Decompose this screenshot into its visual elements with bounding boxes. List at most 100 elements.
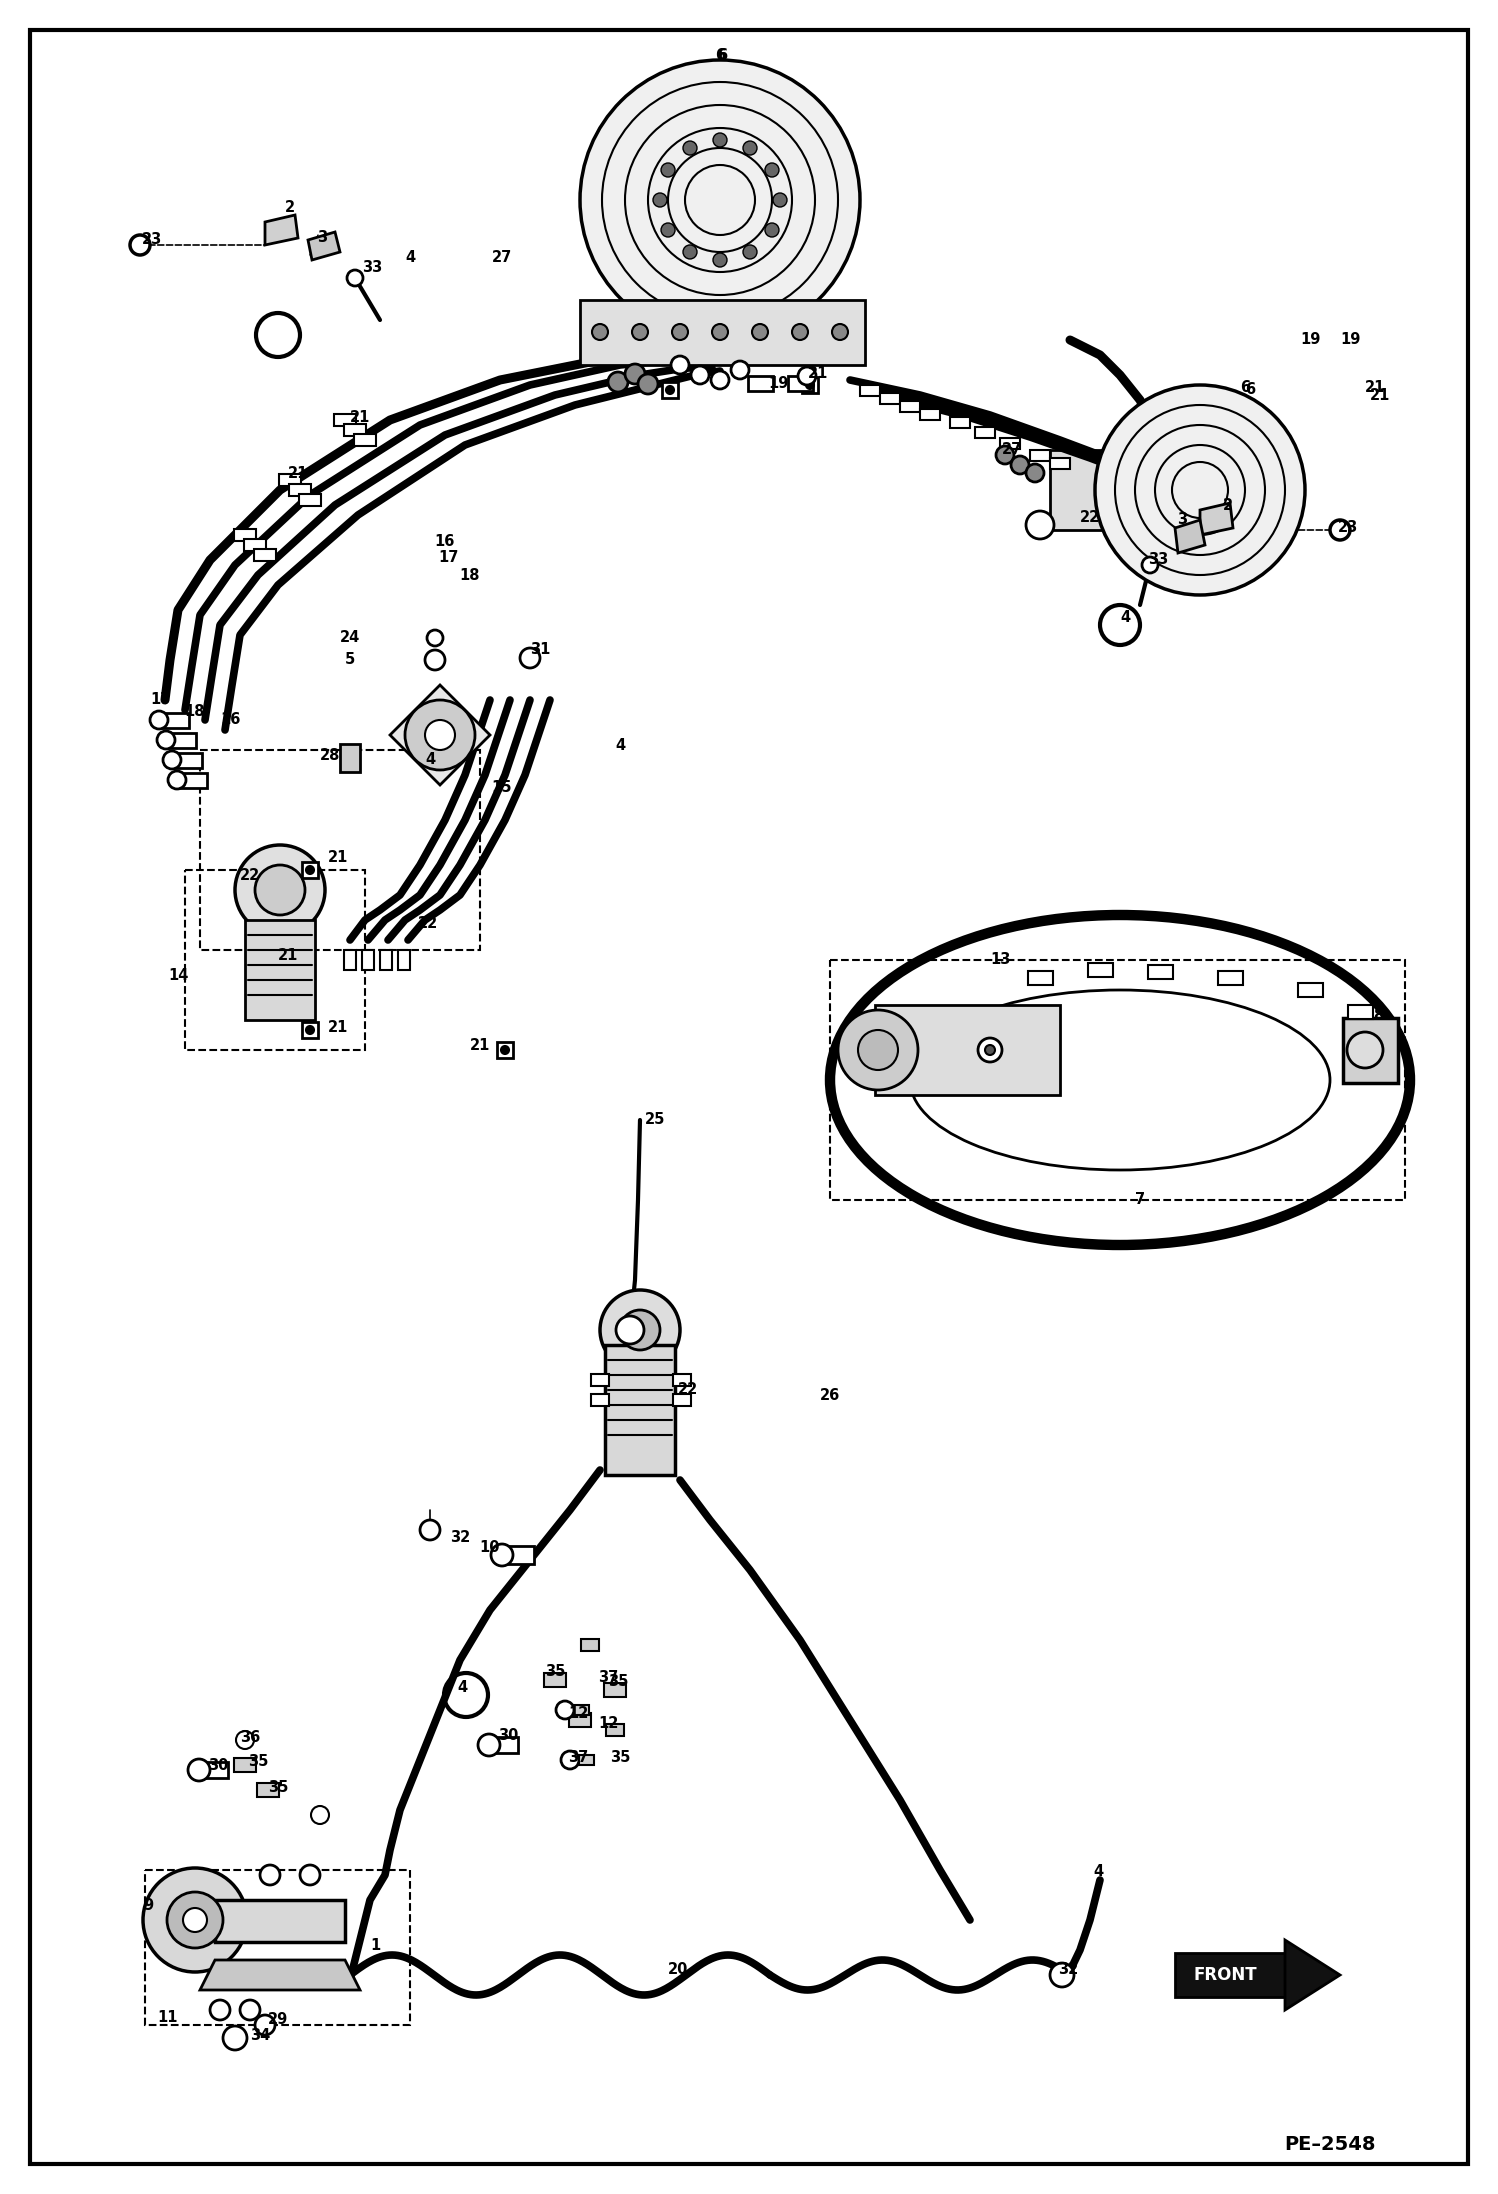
Text: 21: 21 [328, 851, 348, 864]
Text: 27: 27 [491, 250, 512, 265]
Text: 4: 4 [1094, 1865, 1103, 1880]
Bar [580, 301, 864, 364]
Text: PE–2548: PE–2548 [1284, 2135, 1375, 2155]
Text: 19: 19 [1300, 333, 1320, 347]
Bar [748, 375, 773, 391]
Bar [354, 434, 376, 445]
Bar [345, 423, 366, 437]
Circle shape [1026, 511, 1055, 540]
Text: 11: 11 [157, 2010, 178, 2025]
Circle shape [986, 1044, 995, 1055]
Circle shape [996, 445, 1014, 463]
Text: 6: 6 [1245, 382, 1255, 397]
Circle shape [261, 1865, 280, 1885]
Circle shape [978, 1038, 1002, 1062]
Circle shape [183, 1909, 207, 1933]
Bar [662, 382, 679, 397]
Bar [581, 1639, 599, 1652]
Polygon shape [1200, 502, 1233, 535]
Circle shape [1347, 1031, 1383, 1068]
Circle shape [425, 649, 445, 669]
Bar [303, 1022, 318, 1038]
Polygon shape [265, 215, 298, 246]
Circle shape [713, 252, 727, 268]
Text: 28: 28 [319, 748, 340, 764]
Text: 16: 16 [220, 713, 240, 728]
Circle shape [142, 1867, 247, 1972]
Text: 8: 8 [1372, 1007, 1383, 1022]
Circle shape [671, 355, 689, 373]
Bar [1050, 459, 1070, 470]
Circle shape [255, 2014, 276, 2036]
Circle shape [858, 1029, 897, 1071]
Text: 3: 3 [1177, 513, 1186, 527]
Circle shape [638, 373, 658, 395]
Text: 22: 22 [240, 867, 261, 882]
Circle shape [210, 2001, 231, 2021]
Bar [920, 408, 941, 419]
Text: 33: 33 [1147, 553, 1168, 568]
Text: 21: 21 [470, 1038, 490, 1053]
Circle shape [478, 1733, 500, 1755]
Text: 7: 7 [1135, 1194, 1144, 1207]
Bar [506, 1547, 533, 1564]
Circle shape [661, 224, 676, 237]
Bar [1031, 450, 1050, 461]
Bar [975, 426, 995, 437]
Text: 21: 21 [277, 948, 298, 963]
Circle shape [150, 711, 168, 728]
Bar [875, 1005, 1061, 1095]
Text: 18: 18 [460, 568, 481, 581]
Circle shape [765, 224, 779, 237]
Bar [202, 1762, 228, 1777]
Bar [950, 417, 971, 428]
Circle shape [616, 1316, 644, 1345]
Circle shape [1011, 456, 1029, 474]
Bar [334, 415, 357, 426]
Circle shape [806, 382, 813, 388]
Circle shape [601, 1290, 680, 1369]
Circle shape [425, 720, 455, 750]
Circle shape [1330, 520, 1350, 540]
Bar [830, 961, 1405, 1200]
Circle shape [1026, 463, 1044, 483]
Bar [1147, 965, 1173, 979]
Circle shape [773, 193, 786, 206]
Circle shape [625, 364, 646, 384]
Bar [201, 750, 479, 950]
Text: 34: 34 [250, 2027, 270, 2043]
Circle shape [419, 1520, 440, 1540]
Text: 19: 19 [768, 375, 788, 391]
Bar [303, 862, 318, 878]
Text: 35: 35 [545, 1665, 565, 1678]
Text: 18: 18 [184, 704, 205, 720]
Circle shape [592, 325, 608, 340]
Text: 25: 25 [644, 1112, 665, 1128]
Circle shape [608, 373, 628, 393]
Bar [363, 950, 374, 970]
Bar [340, 744, 360, 772]
Text: 35: 35 [608, 1674, 628, 1689]
Circle shape [556, 1700, 574, 1720]
Text: 10: 10 [479, 1540, 500, 1556]
Bar [234, 529, 256, 542]
Circle shape [300, 1865, 321, 1885]
Bar [178, 772, 207, 788]
Polygon shape [309, 233, 340, 261]
Bar [1028, 972, 1053, 985]
Text: 6: 6 [715, 48, 725, 61]
Circle shape [560, 1751, 580, 1768]
Text: 17: 17 [437, 548, 458, 564]
Text: 35: 35 [610, 1751, 631, 1766]
Text: 21: 21 [1365, 380, 1386, 395]
Text: 3: 3 [318, 230, 327, 246]
Bar [1050, 450, 1189, 531]
Bar [900, 402, 920, 412]
Bar [497, 1042, 512, 1058]
Bar [788, 375, 812, 391]
Bar [289, 485, 312, 496]
Bar [258, 1784, 279, 1797]
Text: 23: 23 [142, 233, 162, 248]
Text: 31: 31 [530, 643, 550, 658]
Text: 33: 33 [363, 261, 382, 276]
